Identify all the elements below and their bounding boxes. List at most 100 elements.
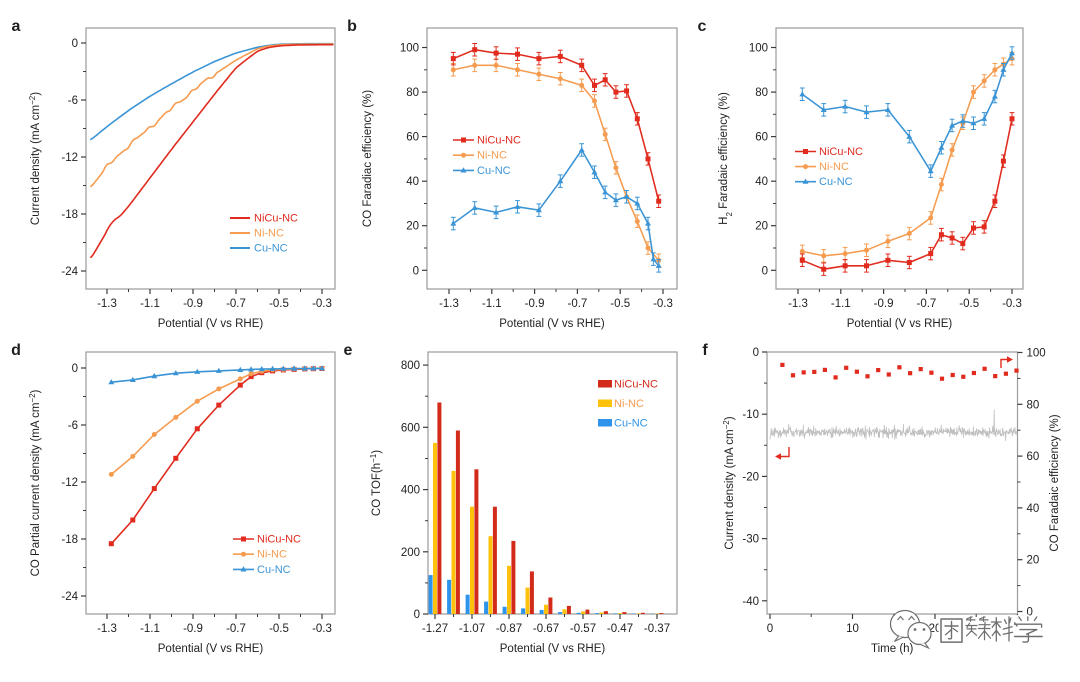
svg-text:-0.67: -0.67 xyxy=(533,623,559,635)
svg-text:100: 100 xyxy=(400,43,419,55)
svg-text:CO Faradiac efficiency (%): CO Faradiac efficiency (%) xyxy=(362,90,374,227)
svg-text:Cu-NC: Cu-NC xyxy=(257,564,291,576)
svg-text:60: 60 xyxy=(406,132,419,144)
svg-text:-0.7: -0.7 xyxy=(226,298,246,310)
svg-text:0: 0 xyxy=(762,265,768,277)
svg-text:-12: -12 xyxy=(61,152,78,164)
svg-text:0: 0 xyxy=(72,363,78,375)
svg-text:e: e xyxy=(344,342,353,359)
svg-text:0: 0 xyxy=(414,609,420,621)
svg-text:Cu-NC: Cu-NC xyxy=(614,418,648,430)
svg-text:-0.9: -0.9 xyxy=(183,298,203,310)
svg-text:Cu-NC: Cu-NC xyxy=(254,243,288,255)
svg-text:NiCu-NC: NiCu-NC xyxy=(254,213,298,225)
svg-text:-10: -10 xyxy=(742,409,759,421)
svg-text:-0.37: -0.37 xyxy=(644,623,670,635)
svg-text:-0.57: -0.57 xyxy=(570,623,596,635)
svg-text:-1.27: -1.27 xyxy=(422,623,448,635)
svg-text:-1.3: -1.3 xyxy=(439,298,459,310)
svg-text:20: 20 xyxy=(1027,555,1040,567)
svg-text:-40: -40 xyxy=(742,596,759,608)
svg-text:-0.5: -0.5 xyxy=(269,298,289,310)
svg-text:NiCu-NC: NiCu-NC xyxy=(257,534,301,546)
svg-text:60: 60 xyxy=(755,132,768,144)
svg-text:NiCu-NC: NiCu-NC xyxy=(477,135,521,147)
svg-text:40: 40 xyxy=(1027,503,1040,515)
svg-text:-0.3: -0.3 xyxy=(312,298,332,310)
svg-text:Potential (V vs RHE): Potential (V vs RHE) xyxy=(847,318,953,330)
svg-text:-12: -12 xyxy=(61,477,78,489)
svg-text:c: c xyxy=(698,18,707,35)
svg-text:-0.5: -0.5 xyxy=(269,623,289,635)
svg-text:40: 40 xyxy=(406,176,419,188)
svg-text:-30: -30 xyxy=(742,534,759,546)
svg-text:CO Faradaic efficiency (%): CO Faradaic efficiency (%) xyxy=(1049,414,1061,551)
svg-text:-0.7: -0.7 xyxy=(567,298,587,310)
svg-text:-0.3: -0.3 xyxy=(312,623,332,635)
svg-text:d: d xyxy=(11,342,21,359)
svg-text:-0.9: -0.9 xyxy=(874,298,894,310)
svg-text:-24: -24 xyxy=(61,266,78,278)
svg-text:-0.7: -0.7 xyxy=(916,298,936,310)
svg-text:-6: -6 xyxy=(68,95,78,107)
svg-text:Ni-NC: Ni-NC xyxy=(614,398,644,410)
svg-text:-1.3: -1.3 xyxy=(97,298,117,310)
svg-text:0: 0 xyxy=(413,265,419,277)
svg-text:-0.3: -0.3 xyxy=(653,298,673,310)
svg-text:Time (h): Time (h) xyxy=(871,643,914,655)
svg-text:200: 200 xyxy=(401,547,420,559)
svg-text:20: 20 xyxy=(406,221,419,233)
svg-text:-1.07: -1.07 xyxy=(459,623,485,635)
svg-text:800: 800 xyxy=(401,360,420,372)
svg-text:NiCu-NC: NiCu-NC xyxy=(819,146,863,158)
svg-text:-1.3: -1.3 xyxy=(97,623,117,635)
svg-text:-6: -6 xyxy=(68,420,78,432)
svg-text:-0.7: -0.7 xyxy=(226,623,246,635)
svg-text:Potential (V vs RHE): Potential (V vs RHE) xyxy=(158,318,264,330)
svg-text:Ni-NC: Ni-NC xyxy=(257,549,287,561)
svg-text:-1.1: -1.1 xyxy=(831,298,851,310)
svg-text:Potential (V vs RHE): Potential (V vs RHE) xyxy=(500,643,606,655)
svg-text:80: 80 xyxy=(1027,399,1040,411)
svg-text:80: 80 xyxy=(755,87,768,99)
svg-text:600: 600 xyxy=(401,422,420,434)
svg-text:-1.3: -1.3 xyxy=(788,298,808,310)
svg-text:60: 60 xyxy=(1027,451,1040,463)
svg-text:NiCu-NC: NiCu-NC xyxy=(614,379,658,391)
svg-text:-18: -18 xyxy=(61,534,78,546)
svg-text:f: f xyxy=(702,342,708,359)
svg-text:Current density (mA cm−2): Current density (mA cm−2) xyxy=(722,416,737,549)
svg-text:100: 100 xyxy=(1027,348,1046,360)
svg-text:-0.5: -0.5 xyxy=(610,298,630,310)
svg-text:Current density (mA cm−2): Current density (mA cm−2) xyxy=(28,92,43,225)
svg-text:Cu-NC: Cu-NC xyxy=(819,176,853,188)
svg-text:CO Partial current density (mA: CO Partial current density (mA cm−2) xyxy=(28,389,43,576)
svg-text:Ni-NC: Ni-NC xyxy=(254,228,284,240)
svg-text:-1.1: -1.1 xyxy=(140,298,160,310)
svg-text:-0.9: -0.9 xyxy=(525,298,545,310)
svg-text:-20: -20 xyxy=(742,471,759,483)
svg-text:Ni-NC: Ni-NC xyxy=(477,150,507,162)
svg-text:-0.47: -0.47 xyxy=(607,623,633,635)
svg-text:-0.3: -0.3 xyxy=(1002,298,1022,310)
svg-text:a: a xyxy=(12,18,21,35)
svg-text:-0.87: -0.87 xyxy=(496,623,522,635)
svg-text:-0.9: -0.9 xyxy=(183,623,203,635)
svg-text:20: 20 xyxy=(755,221,768,233)
svg-text:0: 0 xyxy=(767,623,773,635)
svg-text:40: 40 xyxy=(755,176,768,188)
svg-text:-1.1: -1.1 xyxy=(140,623,160,635)
svg-text:Cu-NC: Cu-NC xyxy=(477,165,511,177)
svg-text:-1.1: -1.1 xyxy=(482,298,502,310)
svg-text:0: 0 xyxy=(72,38,78,50)
svg-text:400: 400 xyxy=(401,485,420,497)
svg-text:-18: -18 xyxy=(61,209,78,221)
svg-text:-24: -24 xyxy=(61,591,78,603)
svg-text:-0.5: -0.5 xyxy=(959,298,979,310)
svg-text:80: 80 xyxy=(406,87,419,99)
svg-text:0: 0 xyxy=(753,347,759,359)
svg-text:10: 10 xyxy=(846,623,859,635)
svg-text:Ni-NC: Ni-NC xyxy=(819,161,849,173)
svg-text:Potential (V vs RHE): Potential (V vs RHE) xyxy=(158,643,264,655)
svg-text:Potential (V vs RHE): Potential (V vs RHE) xyxy=(499,318,605,330)
